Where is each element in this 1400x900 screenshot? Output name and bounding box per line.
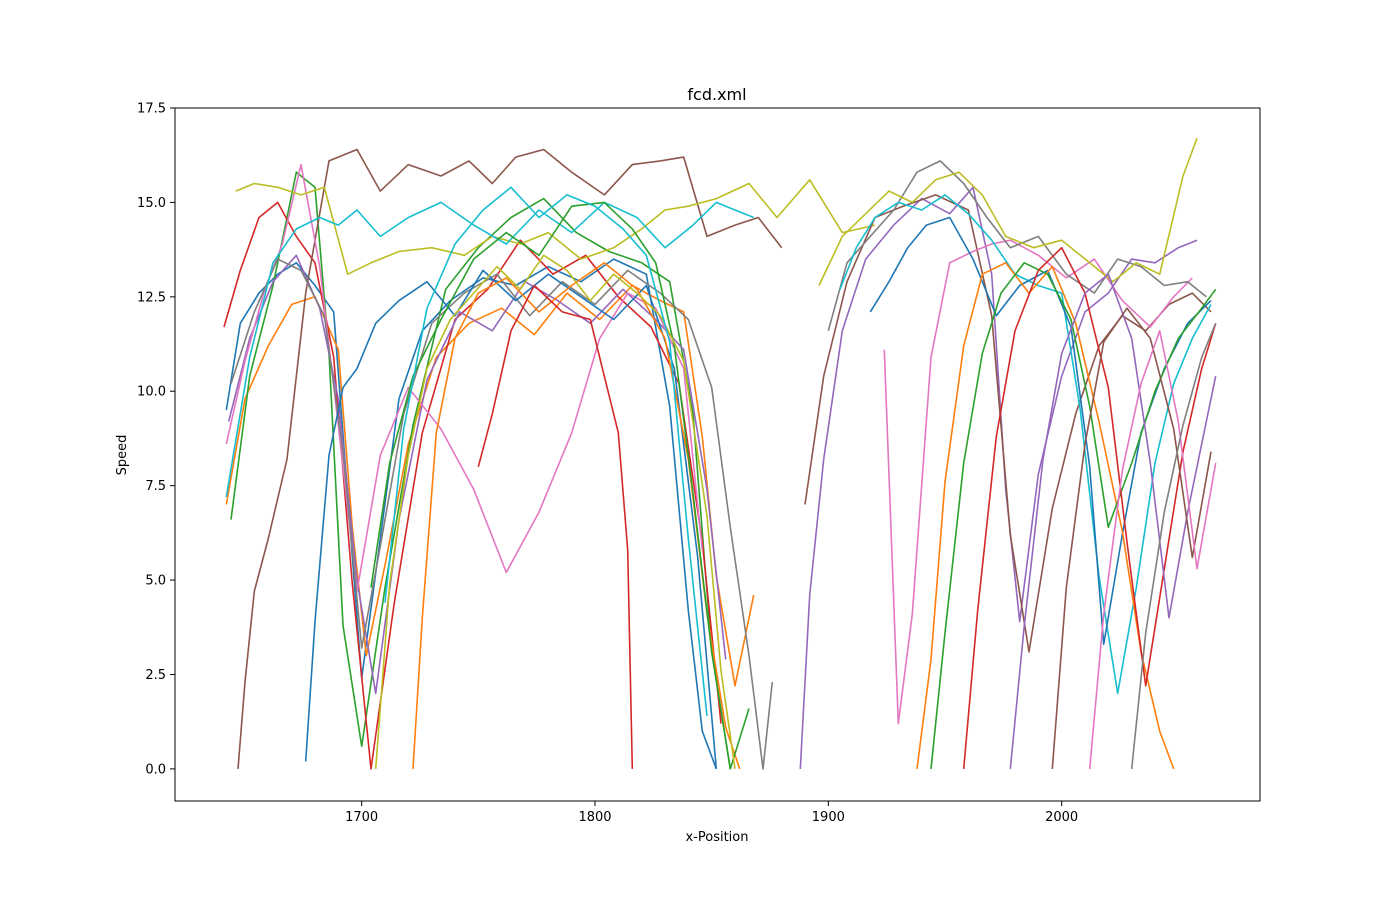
series-line bbox=[374, 254, 736, 770]
series-line bbox=[225, 284, 755, 687]
series-line bbox=[225, 163, 704, 593]
plot-frame bbox=[174, 107, 1261, 802]
x-tick-label: 2000 bbox=[1045, 810, 1078, 825]
y-tick-label: 17.5 bbox=[137, 102, 166, 117]
series-line bbox=[1051, 307, 1212, 769]
series-line bbox=[237, 148, 783, 769]
x-axis: 1700 1800 1900 2000 bbox=[345, 801, 1078, 825]
series-line bbox=[225, 201, 754, 498]
series-line bbox=[370, 201, 750, 770]
series-line bbox=[1130, 322, 1217, 769]
series-line bbox=[235, 179, 876, 276]
x-axis-label: x-Position bbox=[685, 830, 748, 845]
x-tick-label: 1800 bbox=[578, 810, 611, 825]
series-line bbox=[827, 160, 1207, 332]
y-tick-label: 15.0 bbox=[137, 196, 166, 211]
series-line bbox=[477, 284, 634, 769]
series-line bbox=[839, 194, 1212, 695]
series-line bbox=[230, 258, 774, 770]
series-line bbox=[227, 254, 727, 695]
series-line bbox=[304, 269, 718, 769]
series-line bbox=[1009, 273, 1217, 769]
series-line bbox=[1088, 329, 1217, 769]
series-line bbox=[818, 137, 1198, 286]
y-tick-label: 10.0 bbox=[137, 385, 166, 400]
chart-title: fcd.xml bbox=[687, 85, 746, 104]
series-line bbox=[883, 239, 1193, 725]
y-axis: 0.0 2.5 5.0 7.5 10.0 12.5 15.0 17.5 bbox=[137, 102, 175, 777]
series-line bbox=[384, 186, 708, 717]
y-tick-label: 7.5 bbox=[145, 479, 166, 494]
x-tick-label: 1700 bbox=[345, 810, 378, 825]
series-layer bbox=[223, 137, 1217, 770]
y-tick-label: 12.5 bbox=[137, 290, 166, 305]
y-tick-label: 5.0 bbox=[145, 574, 166, 589]
series-line bbox=[223, 201, 722, 770]
y-tick-label: 2.5 bbox=[145, 668, 166, 683]
series-line bbox=[799, 186, 1198, 769]
x-tick-label: 1900 bbox=[812, 810, 845, 825]
y-tick-label: 0.0 bbox=[145, 762, 166, 777]
series-line bbox=[930, 261, 1217, 769]
y-axis-label: Speed bbox=[115, 435, 130, 476]
